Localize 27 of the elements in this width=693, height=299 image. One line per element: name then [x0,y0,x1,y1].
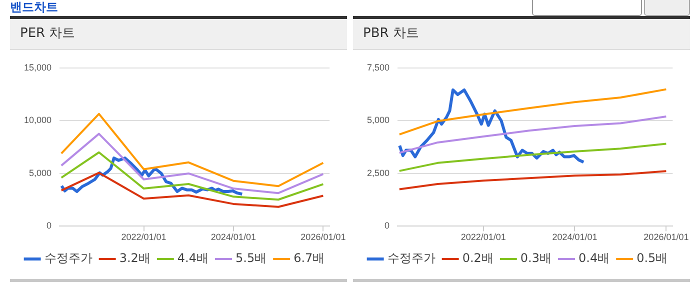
y-tick-label: 0 [384,220,390,231]
text: 밴드차트 [10,0,58,14]
legend-label: 수정주가 [44,251,92,266]
legend-label: 0.5배 [636,251,668,266]
y-tick-label: 5,000 [28,168,52,178]
y-tick-label: 10,000 [24,115,52,126]
y-tick-label: 2,500 [366,168,390,178]
legend-label: 6.7배 [294,251,325,266]
legend-label: 5.5배 [236,251,267,266]
legend-label: 0.3배 [520,251,552,266]
y-tick-label: 15,000 [24,62,52,72]
legend-label: 수정주가 [387,251,436,266]
x-tick-label: 2022/01/01 [121,232,166,242]
x-tick-label: 2024/01/01 [210,232,256,242]
chart-title: PBR 차트 [353,19,690,50]
legend-label: 4.4배 [177,251,209,266]
y-tick-label: 0 [46,220,52,231]
legend-label: 0.2배 [462,251,494,266]
x-tick-label: 2024/01/01 [552,232,598,242]
x-tick-label: 2026/01/01 [644,232,689,242]
y-tick-label: 5,000 [366,115,390,126]
x-tick-label: 2022/01/01 [460,232,506,242]
x-tick-label: 2026/01/01 [300,232,346,242]
legend-label: 0.4배 [578,251,610,266]
legend-label: 3.2배 [119,251,150,266]
y-tick-label: 7,500 [366,62,390,72]
chart-title: PER 차트 [10,19,347,50]
